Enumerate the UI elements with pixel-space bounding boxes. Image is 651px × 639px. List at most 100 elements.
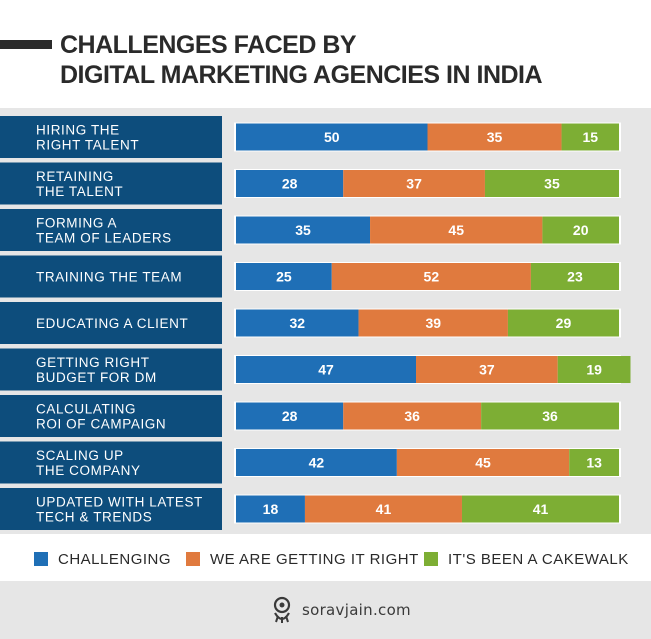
- bar-value-label: 35: [295, 222, 311, 238]
- footer-brand[interactable]: soravjain.com: [268, 595, 411, 625]
- legend-swatch-cakewalk: [424, 552, 438, 566]
- category-label-line: UPDATED WITH LATEST: [36, 495, 203, 510]
- category-label-bg: [0, 395, 222, 437]
- chart-row: FORMING A TEAM OF LEADERS 35 45 20: [0, 209, 621, 251]
- bar-value-label: 15: [582, 129, 598, 145]
- category-label: SCALING UP THE COMPANY: [36, 448, 141, 478]
- bar-value-label: 19: [586, 362, 602, 378]
- bar-segment: [358, 309, 508, 337]
- bar-segment: [481, 402, 619, 430]
- bar-segment: [236, 216, 371, 244]
- category-label-line: TEAM OF LEADERS: [36, 231, 172, 246]
- category-label-bg: [0, 162, 222, 205]
- chart-title-line-2: DIGITAL MARKETING AGENCIES IN INDIA: [60, 61, 543, 89]
- category-label: HIRING THE RIGHT TALENT: [36, 123, 139, 153]
- chart-row: UPDATED WITH LATEST TECH & TRENDS 18 41 41: [0, 488, 621, 530]
- legend-item-cakewalk: IT'S BEEN A CAKEWALK: [424, 549, 629, 569]
- brand-logo-icon: [273, 596, 291, 623]
- bar-value-label: 37: [479, 362, 495, 378]
- bar-value-label: 41: [533, 501, 549, 517]
- bar-segment: [236, 263, 332, 290]
- bar-value-label: 36: [542, 408, 558, 424]
- bar-segment: [304, 495, 462, 523]
- chart-panel: HIRING THE RIGHT TALENT 50 35 15 RETAINING THE…: [0, 108, 651, 534]
- bar-segment: [236, 402, 344, 430]
- bar-value-label: 42: [309, 455, 325, 471]
- bar-value-label: 20: [573, 222, 589, 238]
- footer: soravjain.com: [0, 581, 651, 639]
- bar-segment: [557, 356, 631, 383]
- legend-label-getting-it-right: WE ARE GETTING IT RIGHT: [210, 550, 419, 568]
- chart-row: GETTING RIGHT BUDGET FOR DM 47 37 19: [0, 348, 631, 391]
- category-label: RETAINING THE TALENT: [36, 169, 123, 199]
- bar-value-label: 47: [318, 362, 334, 378]
- category-label: CALCULATING ROI OF CAMPAIGN: [36, 402, 166, 432]
- legend-label-cakewalk: IT'S BEEN A CAKEWALK: [448, 550, 629, 568]
- category-label-line: SCALING UP: [36, 448, 124, 463]
- category-label-line: GETTING RIGHT: [36, 355, 150, 370]
- brand-url: soravjain.com: [302, 601, 411, 619]
- chart-row: SCALING UP THE COMPANY 42 45 13: [0, 441, 621, 484]
- bar-segment: [236, 449, 397, 476]
- legend-label-challenging: CHALLENGING: [58, 550, 172, 568]
- bar-segment: [569, 449, 619, 476]
- category-label-line: THE COMPANY: [36, 463, 141, 478]
- category-label-line: ROI OF CAMPAIGN: [36, 417, 166, 432]
- category-label-line: BUDGET FOR DM: [36, 370, 157, 385]
- bar-value-label: 52: [424, 269, 440, 285]
- category-label-line: TRAINING THE TEAM: [36, 270, 182, 285]
- bar-value-label: 50: [324, 129, 340, 145]
- category-label-bg: [0, 441, 222, 484]
- category-label-line: RETAINING: [36, 169, 114, 184]
- bar-segment: [370, 216, 543, 244]
- bar-segment: [530, 263, 619, 290]
- bar-value-label: 39: [425, 315, 441, 331]
- category-label-line: CALCULATING: [36, 402, 136, 417]
- category-label-line: THE TALENT: [36, 184, 123, 199]
- category-label-line: TECH & TRENDS: [36, 510, 152, 525]
- category-label-bg: [0, 488, 222, 530]
- bar-value-label: 23: [567, 269, 583, 285]
- category-label: FORMING A TEAM OF LEADERS: [36, 216, 172, 246]
- bar-value-label: 28: [282, 176, 298, 192]
- bar-segment: [396, 449, 570, 476]
- category-label-bg: [0, 348, 222, 391]
- category-label-bg: [0, 255, 222, 298]
- legend-swatch-challenging: [34, 552, 48, 566]
- category-label: TRAINING THE TEAM: [36, 270, 182, 285]
- category-label: UPDATED WITH LATEST TECH & TRENDS: [36, 495, 203, 525]
- bar-value-label: 32: [289, 315, 305, 331]
- category-label-line: HIRING THE: [36, 123, 120, 138]
- chart-row: HIRING THE RIGHT TALENT 50 35 15: [0, 116, 621, 158]
- chart-row: EDUCATING A CLIENT 32 39 29: [0, 302, 621, 344]
- bar-value-label: 29: [556, 315, 572, 331]
- bar-segment: [542, 216, 619, 244]
- bar-segment: [427, 123, 562, 151]
- bar-segment: [484, 170, 619, 197]
- bar-segment: [416, 356, 558, 383]
- bar-segment: [461, 495, 619, 523]
- bar-segment: [343, 170, 485, 197]
- category-label-bg: [0, 116, 222, 158]
- chart-row: CALCULATING ROI OF CAMPAIGN 28 36 36: [0, 395, 621, 437]
- bar-value-label: 25: [276, 269, 292, 285]
- legend-item-challenging: CHALLENGING: [34, 549, 171, 569]
- bar-segment: [331, 263, 531, 290]
- category-label-bg: [0, 302, 222, 344]
- category-label-line: FORMING A: [36, 216, 117, 231]
- bar-segment: [236, 123, 428, 151]
- chart-row: RETAINING THE TALENT 28 37 35: [0, 162, 621, 205]
- bar-segment: [236, 309, 359, 337]
- bar-value-label: 18: [263, 501, 279, 517]
- bar-segment: [507, 309, 619, 337]
- legend-item-getting-it-right: WE ARE GETTING IT RIGHT: [186, 549, 419, 569]
- bar-segment: [236, 356, 417, 383]
- bar-segment: [236, 170, 344, 197]
- bar-value-label: 28: [282, 408, 298, 424]
- bar-segment: [561, 123, 619, 151]
- bar-value-label: 35: [487, 129, 503, 145]
- category-label: EDUCATING A CLIENT: [36, 316, 188, 331]
- category-label-bg: [0, 209, 222, 251]
- category-label-line: EDUCATING A CLIENT: [36, 316, 188, 331]
